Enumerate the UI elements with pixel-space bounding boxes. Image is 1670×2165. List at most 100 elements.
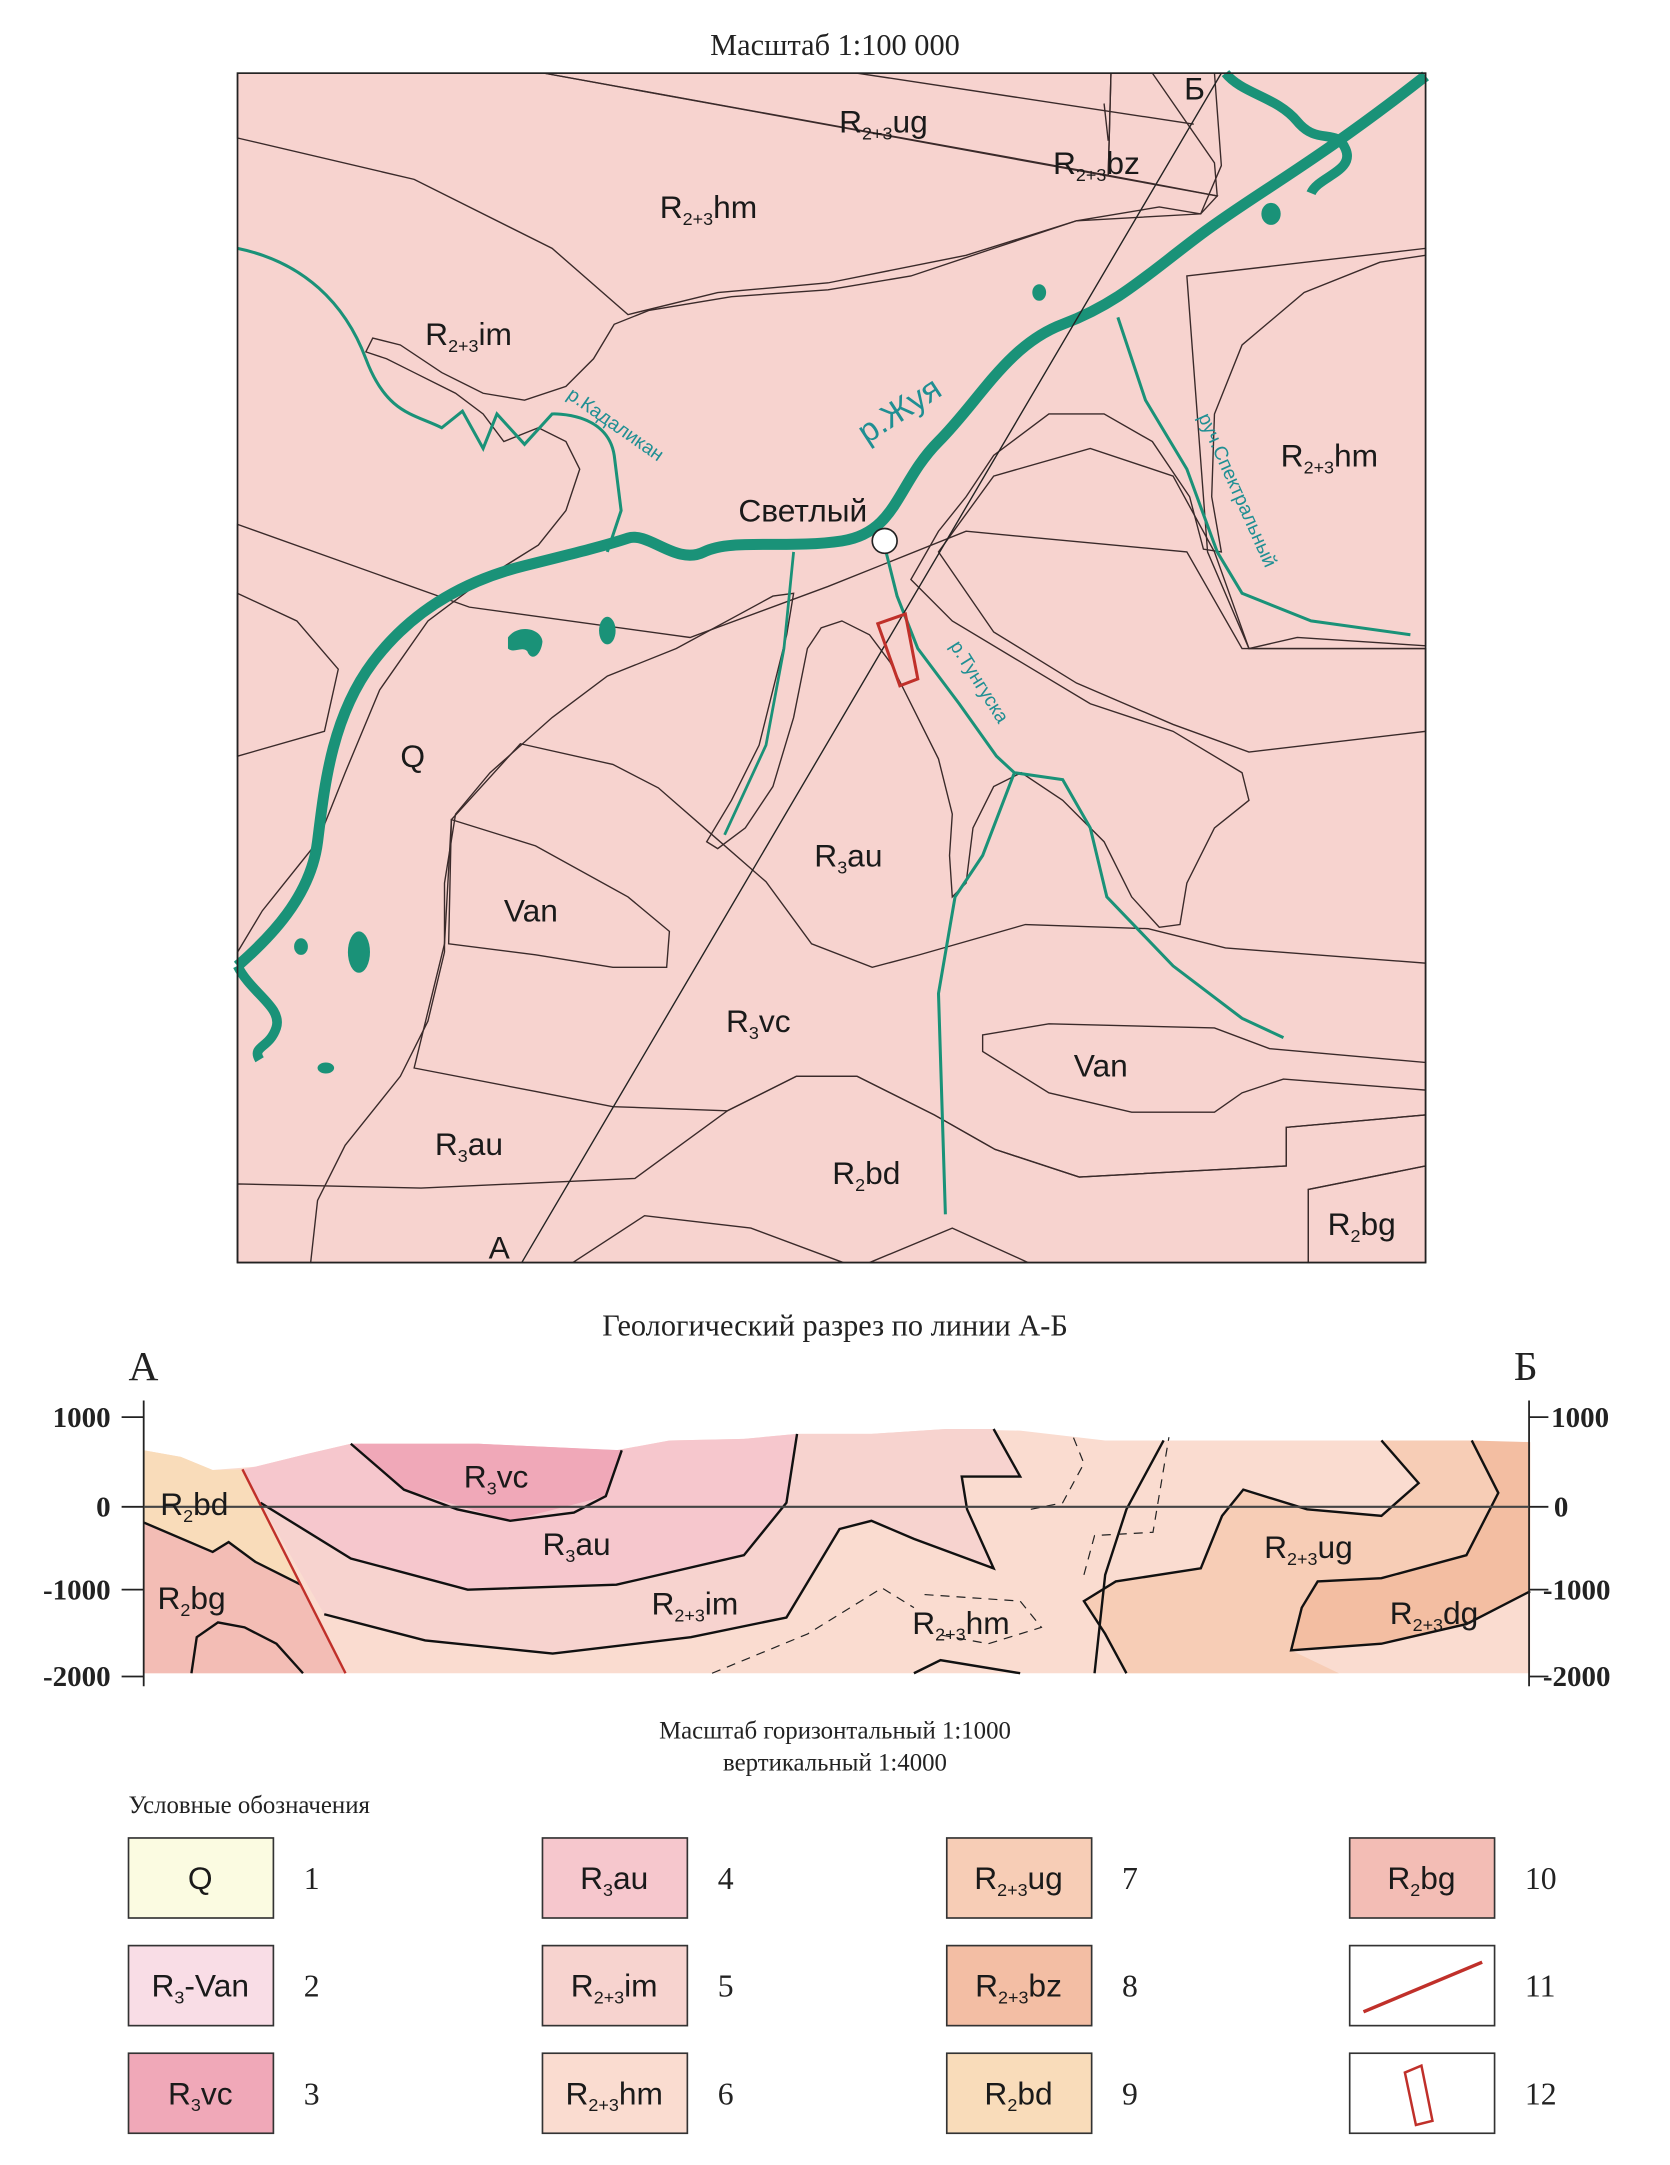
legend-swatch — [127, 2052, 275, 2135]
label-van-right: Van — [1074, 1047, 1128, 1083]
section-label-hm: R2+3hm — [912, 1605, 1009, 1645]
section-unit-dg — [1291, 1440, 1531, 1651]
legend-item: R2bd 9 — [945, 2052, 1138, 2135]
legend-swatch — [541, 1837, 689, 1919]
unit-im-area — [237, 73, 1426, 1263]
section-label-bg: R2bg — [157, 1580, 225, 1620]
river-tunguska — [884, 551, 1285, 1040]
label-au-bottom: R3au — [435, 1126, 503, 1166]
legend-item: R3au 4 — [541, 1837, 734, 1919]
legend-number: 4 — [718, 1861, 734, 1896]
tick-label-left: 0 — [96, 1491, 110, 1523]
legend-number: 11 — [1525, 1969, 1556, 2004]
river-kadalikan — [237, 246, 623, 553]
label-bz: R2+3bz — [1053, 145, 1140, 185]
lake-icon — [1261, 202, 1281, 225]
legend-swatch — [945, 1944, 1093, 2027]
geological-map: R2+3ug R2+3bz R2+3hm R2+3im R2+3hm Q Van… — [233, 69, 1429, 1265]
label-bd: R2bd — [832, 1155, 900, 1195]
section-line-a-b — [521, 72, 1222, 1263]
section-label-dg: R2+3dg — [1390, 1595, 1479, 1635]
label-hm-right: R2+3hm — [1281, 437, 1378, 477]
label-q: Q — [400, 738, 425, 774]
lake-icon — [507, 628, 543, 657]
label-im: R2+3im — [425, 316, 512, 356]
unit-van-left — [447, 818, 671, 968]
unit-van-right — [981, 1023, 1427, 1113]
map-endpoint-a: А — [489, 1229, 511, 1265]
contact-vc — [351, 1444, 622, 1521]
lakes — [294, 202, 1281, 1074]
contact-au-im — [260, 1434, 797, 1590]
contact-line — [1095, 1440, 1164, 1673]
contact-bg-inner — [191, 1622, 303, 1673]
cross-section — [144, 1429, 1531, 1673]
legend-swatch — [127, 1944, 275, 2027]
section-unit-bd — [143, 1450, 301, 1585]
settlement-label: Светлый — [738, 493, 867, 529]
legend-number: 10 — [1525, 1861, 1557, 1896]
legend-number: 6 — [718, 2076, 734, 2111]
label-ug: R2+3ug — [839, 103, 928, 143]
legend-number: 12 — [1525, 2076, 1557, 2111]
legend-item: R3-Van 2 — [127, 1944, 320, 2027]
legend-item: R3vc 3 — [127, 2052, 320, 2135]
dashed-contact — [925, 1595, 1042, 1644]
map-scale-title: Масштаб 1:100 000 — [710, 28, 960, 62]
study-area-outline — [875, 612, 920, 688]
boundary-tick — [1103, 103, 1109, 141]
lake-icon — [294, 938, 308, 955]
section-unit-im — [260, 1428, 1021, 1654]
map-frame — [236, 72, 1427, 1264]
legend-item: R2+3im 5 — [541, 1944, 734, 2027]
legend-symbol-label: R2+3bz — [975, 1968, 1062, 2008]
tick-label-right: -2000 — [1543, 1661, 1611, 1693]
legend-symbol-label: R3-Van — [151, 1968, 249, 2008]
contact-ug-dg — [1291, 1440, 1530, 1650]
section-unit-bg — [143, 1522, 346, 1674]
river-zhuya-lower — [233, 963, 282, 1063]
tick-label-right: 1000 — [1551, 1402, 1609, 1434]
tick-label-left: 1000 — [53, 1402, 111, 1434]
legend-symbol-label: R2bg — [1387, 1860, 1455, 1900]
legend-item: R2bg 10 — [1348, 1837, 1557, 1919]
legend-swatch — [541, 2052, 689, 2135]
tick-label-right: 0 — [1554, 1491, 1568, 1523]
boundary-line — [856, 72, 1194, 125]
dashed-contact — [712, 1588, 914, 1673]
river-spektralny — [1116, 316, 1411, 637]
fault-line — [242, 1469, 345, 1673]
label-bg: R2bg — [1328, 1206, 1396, 1246]
legend-title: Условные обозначения — [129, 1792, 370, 1819]
contact-hm-ug — [1084, 1440, 1419, 1673]
legend-number: 3 — [304, 2076, 320, 2111]
label-van-left: Van — [504, 893, 558, 929]
contact-im-hm — [324, 1429, 1020, 1654]
contact-hm-bottom — [914, 1660, 1020, 1673]
legend-number: 7 — [1122, 1861, 1138, 1896]
legend-symbol-label: R2+3hm — [566, 2075, 663, 2115]
section-unit-vc — [350, 1443, 622, 1521]
river-zhuya — [233, 71, 1429, 971]
legend-symbol-label: R3vc — [168, 2075, 233, 2115]
tick-label-left: -2000 — [43, 1661, 111, 1693]
legend-item: 11 — [1348, 1944, 1556, 2027]
creek — [723, 551, 795, 836]
section-label-im: R2+3im — [651, 1585, 738, 1625]
legend-symbol-label: R2+3im — [571, 1968, 658, 2008]
section-label-au: R3au — [542, 1526, 610, 1566]
lake-icon — [599, 616, 616, 645]
tick-label-left: -1000 — [43, 1574, 111, 1606]
lake-icon — [1032, 284, 1047, 301]
section-scale-vertical: вертикальный 1:4000 — [723, 1749, 947, 1776]
contact-bd-bg — [144, 1522, 301, 1584]
legend-number: 1 — [304, 1861, 320, 1896]
settlement-marker-icon — [871, 527, 898, 555]
legend-symbol-label: R2+3ug — [974, 1860, 1063, 1900]
legend-item: R2+3ug 7 — [945, 1837, 1138, 1919]
legend-swatch — [127, 1837, 275, 1919]
legend-number: 9 — [1122, 2076, 1138, 2111]
label-hm-top: R2+3hm — [660, 189, 757, 229]
